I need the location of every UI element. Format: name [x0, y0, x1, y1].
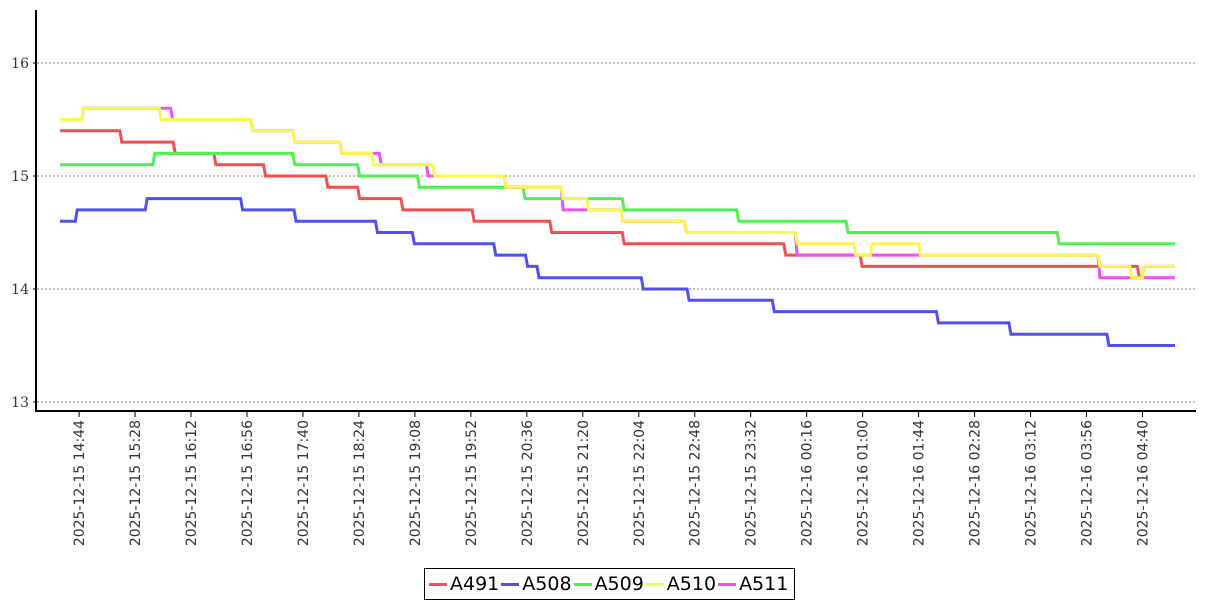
- x-tick-label: 2025-12-15 22:04: [632, 420, 648, 546]
- x-tick-label: 2025-12-15 23:32: [744, 420, 760, 546]
- legend-swatch: [573, 582, 592, 586]
- x-tick-label: 2025-12-16 03:56: [1080, 420, 1096, 546]
- legend-item-A508: A508: [501, 573, 572, 595]
- legend-label: A511: [739, 573, 789, 595]
- legend-item-A510: A510: [645, 573, 717, 595]
- x-tick-label: 2025-12-15 22:48: [688, 420, 704, 546]
- legend-item-A491: A491: [429, 573, 499, 595]
- x-tick-label: 2025-12-16 01:44: [912, 420, 928, 546]
- x-tick-label: 2025-12-15 15:28: [128, 420, 144, 546]
- line-chart: 13 14 15 16 2025-12-15 14:44 2025-12-15 15:28…: [11, 10, 1196, 546]
- x-tick-label: 2025-12-15 18:24: [352, 420, 368, 546]
- series-line-A509: [60, 151, 1175, 246]
- x-tick-label: 2025-12-15 14:44: [72, 420, 88, 546]
- x-tick-label: 2025-12-16 04:40: [1135, 420, 1151, 546]
- legend-swatch: [718, 582, 737, 586]
- legend-label: A509: [594, 573, 644, 595]
- legend-swatch: [501, 582, 520, 586]
- x-tick-label: 2025-12-16 02:28: [968, 420, 984, 546]
- x-tick-label: 2025-12-16 01:00: [856, 420, 872, 546]
- series-line-A508: [60, 197, 1175, 347]
- legend-swatch: [645, 582, 664, 586]
- x-tick-label: 2025-12-16 00:16: [800, 420, 816, 546]
- legend-swatch: [429, 582, 447, 586]
- x-tick-label: 2025-12-15 16:56: [240, 420, 256, 546]
- series-line-A510: [60, 106, 1175, 280]
- x-tick-label: 2025-12-15 19:08: [408, 420, 424, 546]
- legend: A491 A508 A509 A510 A511: [424, 568, 796, 600]
- legend-label: A491: [450, 573, 500, 595]
- x-tick-label: 2025-12-15 20:36: [520, 420, 536, 546]
- y-tick-label: 15: [11, 169, 29, 185]
- y-tick-label: 16: [11, 56, 29, 72]
- y-tick-label: 14: [11, 282, 29, 298]
- legend-item-A511: A511: [718, 573, 788, 595]
- x-tick-label: 2025-12-15 16:12: [184, 420, 200, 546]
- legend-label: A510: [666, 573, 717, 595]
- legend-label: A508: [522, 573, 572, 595]
- x-tick-label: 2025-12-15 17:40: [296, 420, 312, 546]
- x-tick-label: 2025-12-15 21:20: [576, 420, 592, 546]
- x-tick-label: 2025-12-16 03:12: [1024, 420, 1040, 546]
- y-tick-label: 13: [11, 395, 29, 411]
- x-tick-label: 2025-12-15 19:52: [464, 420, 480, 546]
- legend-item-A509: A509: [573, 573, 644, 595]
- series-line-A511: [60, 106, 1175, 280]
